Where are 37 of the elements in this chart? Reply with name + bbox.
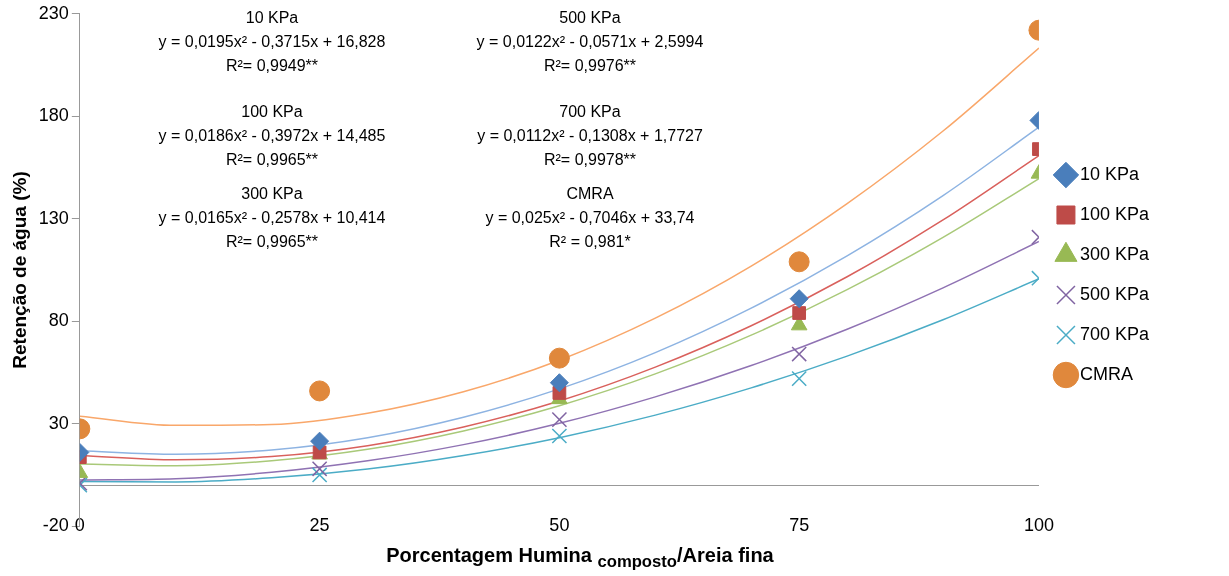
annotation: R² = 0,981* [549,232,631,252]
legend-label: 100 KPa [1079,203,1150,224]
annotation: y = 0,0186x² - 0,3972x + 14,485 [158,126,386,146]
legend-label: CMRA [1079,363,1133,384]
annotation: R²= 0,9965** [225,232,319,252]
legend-label: 300 KPa [1079,243,1150,264]
y-tick-label: 230 [38,2,69,23]
annotation: y = 0,025x² - 0,7046x + 33,74 [485,208,695,228]
annotation: 300 KPa [241,184,303,204]
legend-label: 700 KPa [1079,323,1150,344]
y-tick-label: 180 [38,105,69,126]
annotation: y = 0,0112x² - 0,1308x + 1,7727 [477,126,703,146]
legend-label: 500 KPa [1079,283,1150,304]
annotation: 100 KPa [241,102,303,122]
x-tick-label: 0 [74,514,85,535]
x-axis-title: Porcentagem Humina $_{composto}$/Areia fina [385,544,775,572]
annotation: 700 KPa [559,102,621,122]
annotation: 500 KPa [559,8,621,28]
annotation: 10 KPa [245,8,299,28]
y-tick-label: 30 [48,412,69,433]
annotation: y = 0,0165x² - 0,2578x + 10,414 [158,208,386,228]
y-tick-label: 80 [48,310,69,331]
legend-label: 10 KPa [1079,163,1140,184]
x-tick-label: 75 [789,514,810,535]
x-tick-label: 100 [1023,514,1054,535]
annotation: y = 0,0195x² - 0,3715x + 16,828 [158,32,386,52]
annotation: y = 0,0122x² - 0,0571x + 2,5994 [476,32,704,52]
x-tick-label: 50 [549,514,570,535]
y-axis-title: Retenção de água (%) [8,171,30,369]
annotation: R²= 0,9976** [543,56,637,76]
y-tick-label: -20 [42,515,69,536]
annotation: R²= 0,9965** [225,150,319,170]
annotation: CMRA [566,184,614,204]
y-tick-label: 130 [38,207,69,228]
x-tick-label: 25 [309,514,330,535]
annotation: R²= 0,9949** [225,56,319,76]
annotation: R²= 0,9978** [543,150,637,170]
